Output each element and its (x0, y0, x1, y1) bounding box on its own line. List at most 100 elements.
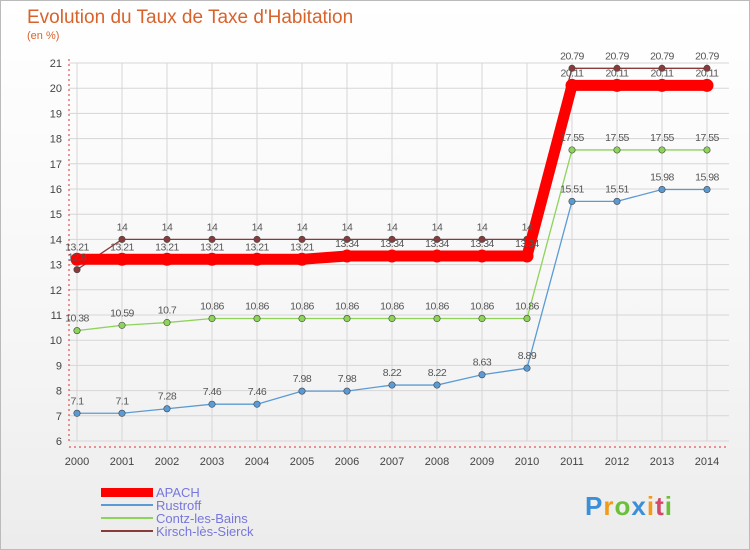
legend-item-contz-les-bains: Contz-les-Bains (101, 511, 341, 526)
legend-label: Kirsch-lès-Sierck (156, 524, 254, 539)
data-point (298, 235, 306, 243)
data-label: 14 (117, 221, 128, 233)
x-tick-label: 2004 (245, 456, 269, 468)
data-point (385, 249, 399, 263)
data-point (433, 315, 441, 323)
data-label: 17.55 (605, 132, 629, 144)
data-point (388, 315, 396, 323)
data-point (205, 252, 219, 266)
data-point (295, 252, 309, 266)
data-point (208, 235, 216, 243)
data-point (253, 315, 261, 323)
y-tick-label: 21 (50, 58, 62, 70)
data-point (433, 381, 441, 389)
data-point (250, 252, 264, 266)
data-label: 10.86 (425, 301, 449, 313)
data-label: 20.11 (696, 67, 720, 79)
data-label: 10.59 (110, 307, 134, 319)
chart-subtitle: (en %) (27, 30, 60, 42)
data-point (658, 186, 666, 194)
legend-item-apach: APACH (101, 485, 341, 500)
data-label: 20.79 (605, 50, 629, 62)
data-label: 20.79 (560, 50, 584, 62)
data-label: 15.98 (650, 172, 674, 184)
data-label: 13.21 (200, 241, 224, 253)
data-label: 10.86 (470, 301, 494, 313)
data-point (115, 252, 129, 266)
data-label: 13.34 (380, 238, 404, 250)
data-label: 17.55 (650, 132, 674, 144)
data-point (73, 327, 81, 335)
y-tick-label: 13 (50, 260, 62, 272)
data-point (523, 315, 531, 323)
data-label: 10.38 (65, 313, 89, 325)
x-tick-label: 2008 (425, 456, 449, 468)
logo-letter: t (655, 491, 665, 521)
data-label: 13.34 (425, 238, 449, 250)
data-point (163, 405, 171, 413)
data-label: 14 (162, 221, 173, 233)
logo-letter: o (614, 491, 632, 521)
data-point (253, 400, 261, 408)
data-label: 8.63 (473, 357, 492, 369)
data-label: 14 (297, 221, 308, 233)
data-point (520, 249, 534, 263)
x-tick-label: 2009 (470, 456, 494, 468)
data-label: 7.46 (248, 386, 267, 398)
data-point (298, 387, 306, 395)
data-point (523, 364, 531, 372)
y-tick-label: 17 (50, 159, 62, 171)
x-tick-label: 2007 (380, 456, 404, 468)
legend-label: APACH (156, 485, 200, 500)
x-tick-label: 2011 (560, 456, 584, 468)
data-label: 13.21 (245, 241, 269, 253)
legend-label: Rustroff (156, 498, 202, 513)
y-tick-label: 18 (50, 134, 62, 146)
data-point (655, 78, 669, 92)
x-tick-label: 2002 (155, 456, 179, 468)
data-label: 13.21 (65, 241, 89, 253)
data-point (703, 146, 711, 154)
data-point (613, 197, 621, 205)
data-point (343, 315, 351, 323)
logo-letter: i (646, 491, 656, 521)
x-tick-label: 2010 (515, 456, 539, 468)
data-point (613, 64, 621, 72)
chart-legend: APACH Rustroff Contz-les-Bains Kirsch-lè… (101, 485, 341, 539)
data-label: 10.86 (515, 301, 539, 313)
data-point (208, 400, 216, 408)
data-label: 20.11 (651, 67, 675, 79)
data-point (343, 387, 351, 395)
data-point (703, 64, 711, 72)
legend-swatch (101, 487, 153, 497)
data-point (703, 186, 711, 194)
data-label: 8.89 (518, 350, 537, 362)
data-label: 14 (342, 221, 353, 233)
data-point (118, 235, 126, 243)
data-label: 10.7 (158, 305, 177, 317)
legend-item-kirsch-les-sierck: Kirsch-lès-Sierck (101, 524, 341, 539)
data-label: 14 (207, 221, 218, 233)
data-point (478, 235, 486, 243)
data-point (433, 235, 441, 243)
y-tick-label: 20 (50, 83, 62, 95)
y-tick-label: 7 (56, 411, 62, 423)
data-label: 14 (432, 221, 443, 233)
x-tick-label: 2005 (290, 456, 314, 468)
legend-item-rustroff: Rustroff (101, 498, 341, 513)
legend-label: Contz-les-Bains (156, 511, 248, 526)
y-tick-label: 16 (50, 184, 62, 196)
legend-swatch (101, 504, 153, 506)
y-tick-label: 11 (51, 310, 62, 322)
data-label: 15.98 (695, 172, 719, 184)
x-tick-label: 2001 (110, 456, 134, 468)
data-point (388, 381, 396, 389)
x-tick-label: 2006 (335, 456, 359, 468)
x-tick-label: 2014 (695, 456, 719, 468)
data-point (73, 409, 81, 417)
logo-letter: r (603, 491, 615, 521)
y-tick-label: 15 (50, 209, 62, 221)
y-tick-label: 10 (50, 335, 62, 347)
data-point (118, 321, 126, 329)
